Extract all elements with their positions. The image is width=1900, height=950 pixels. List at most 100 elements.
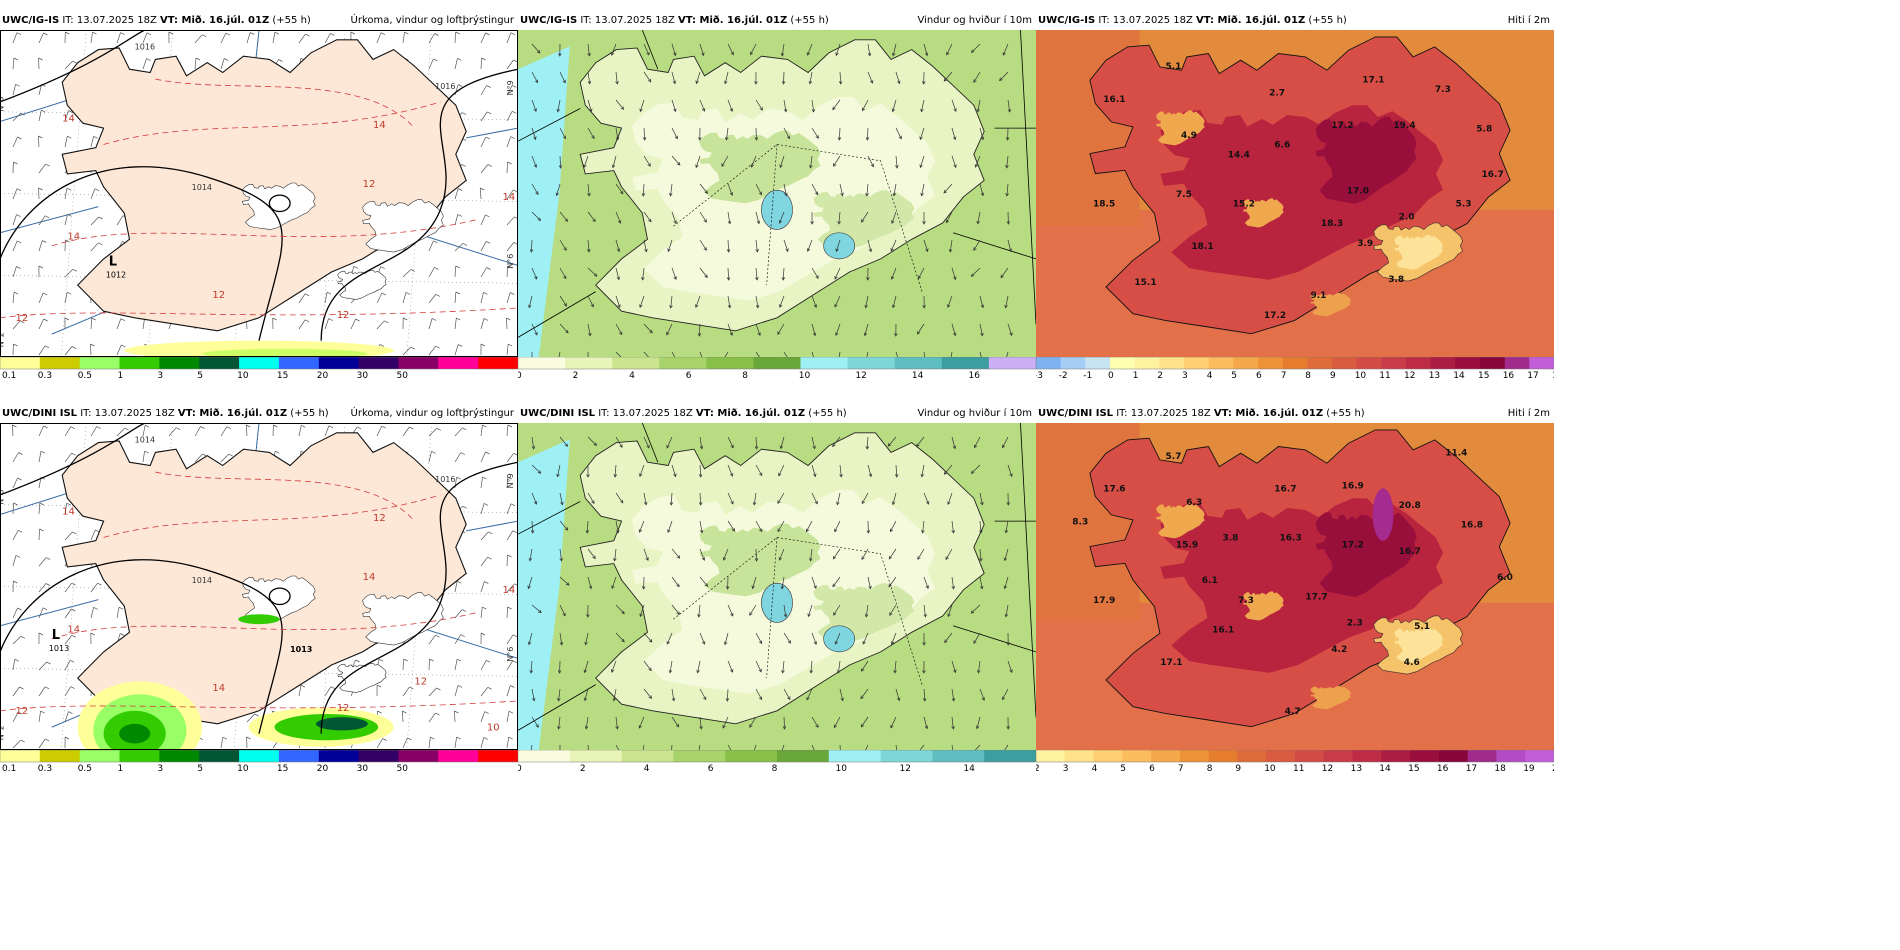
- inland-patch: [699, 130, 821, 204]
- init-time: IT: 13.07.2025 18Z: [59, 15, 161, 26]
- glacier: [242, 182, 316, 230]
- temperature-label: 18.1: [1191, 242, 1213, 252]
- iceland-landmass: [61, 39, 467, 332]
- panel-header: UWC/DINI ISL IT: 13.07.2025 18Z VT: Mið.…: [0, 405, 518, 423]
- colorbar-tick-label: 0: [1108, 371, 1114, 379]
- colorbar-svg: 0.1 0.3 0.5 1 3 5 10 15 20 30 50: [0, 357, 518, 379]
- colorbar-tick-label: 10: [799, 371, 811, 379]
- temperature-label: 3.8: [1388, 275, 1404, 285]
- colorbar-swatch: [1381, 357, 1407, 369]
- glacier: [337, 663, 387, 693]
- colorbar-swatch: [1438, 750, 1469, 762]
- colorbar-swatch: [239, 357, 280, 369]
- map-panel-temp: UWC/DINI ISL IT: 13.07.2025 18Z VT: Mið.…: [1036, 405, 1554, 772]
- map-view[interactable]: [518, 30, 1036, 357]
- inland-patch: [699, 523, 821, 597]
- cool-area: [1310, 685, 1351, 710]
- colorbar-tick-label: 8: [772, 764, 778, 772]
- isotherm-label: 14: [363, 572, 376, 583]
- map-view[interactable]: L 1012 1014 1016 1016 14 14 12 14 14 12 12 12 N°6 N°9 N…: [0, 30, 518, 357]
- lead-time: (+55 h): [805, 408, 847, 419]
- map-view[interactable]: [518, 423, 1036, 750]
- isotherm-label: 14: [373, 120, 386, 131]
- temperature-label: 4.2: [1331, 645, 1347, 655]
- colorbar-tick-label: 6: [686, 371, 692, 379]
- colorbar: 0.1 0.3 0.5 1 3 5 10 15 20 30 50: [0, 750, 518, 772]
- temperature-label: 5.1: [1166, 62, 1182, 72]
- colorbar-tick-label: 6: [1256, 371, 1262, 379]
- isotherm-label: 12: [16, 706, 29, 717]
- colorbar-tick-label: 0.5: [78, 371, 92, 379]
- temperature-label: 4.9: [1181, 131, 1197, 141]
- map-view[interactable]: L 1013 1013 1014 1016 1014 14 12 14 14 14 14 12 12 10 1…: [0, 423, 518, 750]
- temperature-label: 7.3: [1435, 85, 1451, 95]
- model-name: UWC/IG-IS: [2, 15, 60, 26]
- model-name: UWC/DINI ISL: [520, 408, 596, 419]
- panel-run-info: UWC/DINI ISL IT: 13.07.2025 18Z VT: Mið.…: [2, 405, 329, 423]
- colorbar-tick-label: 11: [1379, 371, 1390, 379]
- panel-run-info: UWC/IG-IS IT: 13.07.2025 18Z VT: Mið. 16…: [1038, 12, 1347, 30]
- colorbar-swatch: [1122, 750, 1152, 762]
- temperature-label: 5.3: [1456, 200, 1472, 210]
- colorbar: 0.1 0.3 0.5 1 3 5 10 15 20 30 50: [0, 357, 518, 379]
- low-value: 1013: [49, 644, 69, 653]
- temperature-label: 15.9: [1176, 540, 1198, 550]
- colorbar-swatch: [706, 357, 754, 369]
- isobar-label: 1014: [135, 436, 155, 445]
- panel-run-info: UWC/DINI ISL IT: 13.07.2025 18Z VT: Mið.…: [520, 405, 847, 423]
- colorbar-tick-label: 1: [118, 371, 124, 379]
- panel-header: UWC/DINI ISL IT: 13.07.2025 18Z VT: Mið.…: [518, 405, 1036, 423]
- colorbar-tick-label: 4: [629, 371, 635, 379]
- colorbar-swatch: [1529, 357, 1554, 369]
- colorbar-swatch: [1356, 357, 1382, 369]
- temperature-label: 2.7: [1269, 88, 1285, 98]
- colorbar-tick-label: 0: [518, 764, 522, 772]
- colorbar-swatch: [1085, 357, 1111, 369]
- precip-field: [124, 340, 394, 357]
- colorbar-swatch: [79, 357, 120, 369]
- colorbar-tick-label: 0.3: [38, 764, 52, 772]
- colorbar-tick-label: 5: [1231, 371, 1237, 379]
- temperature-label: 6.0: [1497, 573, 1513, 583]
- colorbar-tick-label: 4: [644, 764, 650, 772]
- colorbar-swatch: [1381, 750, 1411, 762]
- colorbar-tick-label: 18: [1552, 371, 1554, 379]
- colorbar-tick-label: 5: [1120, 764, 1126, 772]
- init-time: IT: 13.07.2025 18Z: [1113, 408, 1214, 419]
- panel-header: UWC/IG-IS IT: 13.07.2025 18Z VT: Mið. 16…: [518, 12, 1036, 30]
- colorbar-swatch: [984, 750, 1036, 762]
- colorbar-swatch: [438, 357, 479, 369]
- isotherm-label: 12: [212, 290, 225, 301]
- panel-title: Vindur og hviður í 10m: [917, 408, 1032, 419]
- colorbar-tick-label: 5: [197, 371, 203, 379]
- colorbar-swatch: [478, 750, 518, 762]
- temperature-label: 6.3: [1186, 498, 1202, 508]
- colorbar-swatch: [1266, 750, 1296, 762]
- colorbar-swatch: [398, 357, 439, 369]
- colorbar-tick-label: 30: [357, 371, 369, 379]
- lead-time: (+55 h): [287, 408, 329, 419]
- temperature-label: 7.5: [1176, 190, 1192, 200]
- colorbar-swatch: [119, 357, 160, 369]
- model-name: UWC/IG-IS: [1038, 15, 1096, 26]
- temperature-label: 11.4: [1445, 449, 1467, 459]
- colorbar-swatch: [847, 357, 896, 369]
- temperature-label: 16.7: [1274, 485, 1296, 495]
- isotherm-label: 12: [373, 513, 386, 524]
- temperature-label: 17.0: [1347, 187, 1369, 197]
- valid-time: VT: Mið. 16.júl. 01Z: [1213, 408, 1324, 419]
- colorbar-swatch: [1496, 750, 1526, 762]
- hot-core: [1315, 116, 1417, 204]
- map-view[interactable]: 5.1 16.1 2.7 17.1 7.3 4.9 14.4 6.6 17.2 19.4 5.8 16…: [1036, 30, 1554, 357]
- valid-time: VT: Mið. 16.júl. 01Z: [160, 15, 270, 26]
- lake: [761, 189, 793, 230]
- temperature-labels: 5.7 17.6 6.3 16.7 16.9 11.4 8.3 15.9 3.8 16.3 17.2…: [1072, 449, 1513, 717]
- map-view[interactable]: 5.7 17.6 6.3 16.7 16.9 11.4 8.3 15.9 3.8 16.3 17.2…: [1036, 423, 1554, 750]
- colorbar-tick-label: 20: [317, 764, 329, 772]
- init-time: IT: 13.07.2025 18Z: [595, 408, 696, 419]
- isotherm-label: 12: [337, 310, 350, 321]
- colorbar-tick-label: 9: [1235, 764, 1241, 772]
- colorbar-swatch: [1093, 750, 1123, 762]
- valid-time: VT: Mið. 16.júl. 01Z: [177, 408, 288, 419]
